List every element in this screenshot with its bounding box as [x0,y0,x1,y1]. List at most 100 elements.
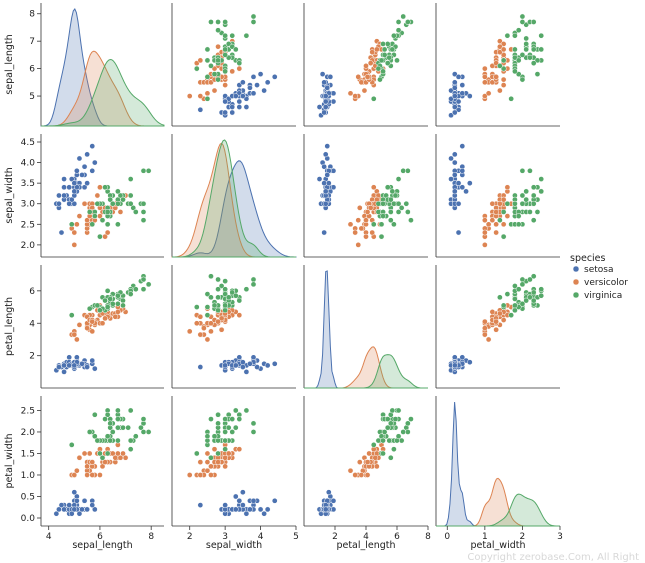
point-virginica-48 [530,60,537,66]
point-virginica-34 [387,454,394,461]
kde-virginica-petal_length [304,354,428,389]
point-versicolor-35 [97,184,103,191]
point-versicolor-31 [84,325,90,331]
point-virginica-43 [392,416,399,422]
point-virginica-33 [500,302,507,309]
point-setosa-40 [240,502,246,508]
point-virginica-30 [515,27,522,34]
point-setosa-44 [250,354,257,361]
point-versicolor-49 [493,74,499,80]
point-virginica-48 [236,416,243,422]
point-virginica-45 [222,46,228,53]
point-virginica-47 [109,429,116,435]
point-versicolor-29 [208,328,214,335]
point-setosa-15 [271,497,278,504]
point-virginica-9 [127,407,134,414]
point-virginica-22 [140,429,147,435]
point-versicolor-33 [504,213,511,219]
point-setosa-44 [459,167,466,174]
point-virginica-37 [107,437,114,444]
point-virginica-6 [68,221,75,228]
point-virginica-34 [99,217,106,224]
point-virginica-40 [225,294,232,301]
x-tick-label: 2 [520,532,526,542]
panel-sepal_length-vs-sepal_length [40,3,165,127]
point-versicolor-47 [102,315,108,322]
point-versicolor-21 [363,63,369,69]
y-axis-label-petal_width: petal_width [4,434,15,489]
point-setosa-47 [322,104,329,110]
point-setosa-48 [79,506,85,513]
point-virginica-19 [500,233,507,240]
point-versicolor-14 [356,459,363,465]
point-virginica-33 [500,209,507,215]
point-versicolor-10 [71,242,78,248]
point-versicolor-2 [500,41,507,47]
point-setosa-41 [197,502,204,508]
point-virginica-18 [530,217,537,224]
point-setosa-49 [232,93,239,99]
point-setosa-24 [451,354,458,361]
point-versicolor-48 [485,221,492,228]
point-setosa-45 [66,362,73,369]
point-versicolor-4 [500,52,507,58]
point-virginica-49 [222,437,228,444]
point-virginica-46 [104,433,111,440]
point-setosa-47 [61,506,67,513]
point-virginica-21 [519,76,526,83]
x-tick-label: 4 [258,532,264,542]
point-versicolor-0 [497,38,503,45]
x-tick-label: 2 [187,532,193,542]
point-setosa-48 [79,360,85,367]
point-versicolor-16 [86,450,93,457]
point-virginica-48 [102,416,108,422]
point-virginica-43 [530,289,537,296]
x-tick-label: 4 [363,532,369,542]
point-versicolor-39 [493,221,499,228]
point-virginica-47 [222,429,228,435]
point-setosa-36 [240,79,246,86]
point-virginica-8 [204,46,211,53]
point-virginica-25 [229,32,236,39]
point-versicolor-22 [500,221,507,228]
point-virginica-46 [515,57,522,64]
point-versicolor-25 [497,49,503,56]
point-virginica-49 [380,200,386,207]
point-setosa-44 [330,497,337,504]
point-virginica-44 [115,407,121,414]
point-virginica-35 [140,200,147,207]
point-virginica-8 [512,46,518,53]
point-setosa-41 [197,364,204,370]
point-virginica-2 [523,35,530,42]
point-versicolor-22 [204,450,211,457]
point-virginica-39 [120,297,126,304]
x-tick-label: 4 [46,532,52,542]
point-virginica-45 [115,200,121,207]
point-virginica-37 [512,296,518,302]
point-virginica-24 [523,46,530,53]
legend-marker-virginica [572,291,580,299]
point-virginica-31 [519,167,526,174]
point-versicolor-43 [352,472,358,478]
point-setosa-45 [66,502,73,508]
point-setosa-32 [76,155,83,162]
point-virginica-48 [384,416,391,422]
point-virginica-24 [523,188,530,195]
point-virginica-6 [204,312,211,318]
y-tick-label: 3.5 [21,179,35,189]
point-setosa-42 [451,109,458,116]
point-virginica-44 [538,188,545,195]
point-setosa-14 [451,159,458,166]
point-virginica-29 [504,200,511,207]
point-setosa-22 [316,104,323,110]
point-setosa-22 [243,104,250,110]
point-setosa-32 [76,510,83,517]
point-virginica-44 [115,188,121,195]
point-versicolor-48 [204,90,211,97]
point-versicolor-37 [197,313,204,320]
point-virginica-31 [519,281,526,288]
point-versicolor-10 [482,242,488,248]
point-virginica-32 [387,420,394,427]
point-virginica-48 [384,184,391,191]
point-setosa-15 [89,143,96,149]
